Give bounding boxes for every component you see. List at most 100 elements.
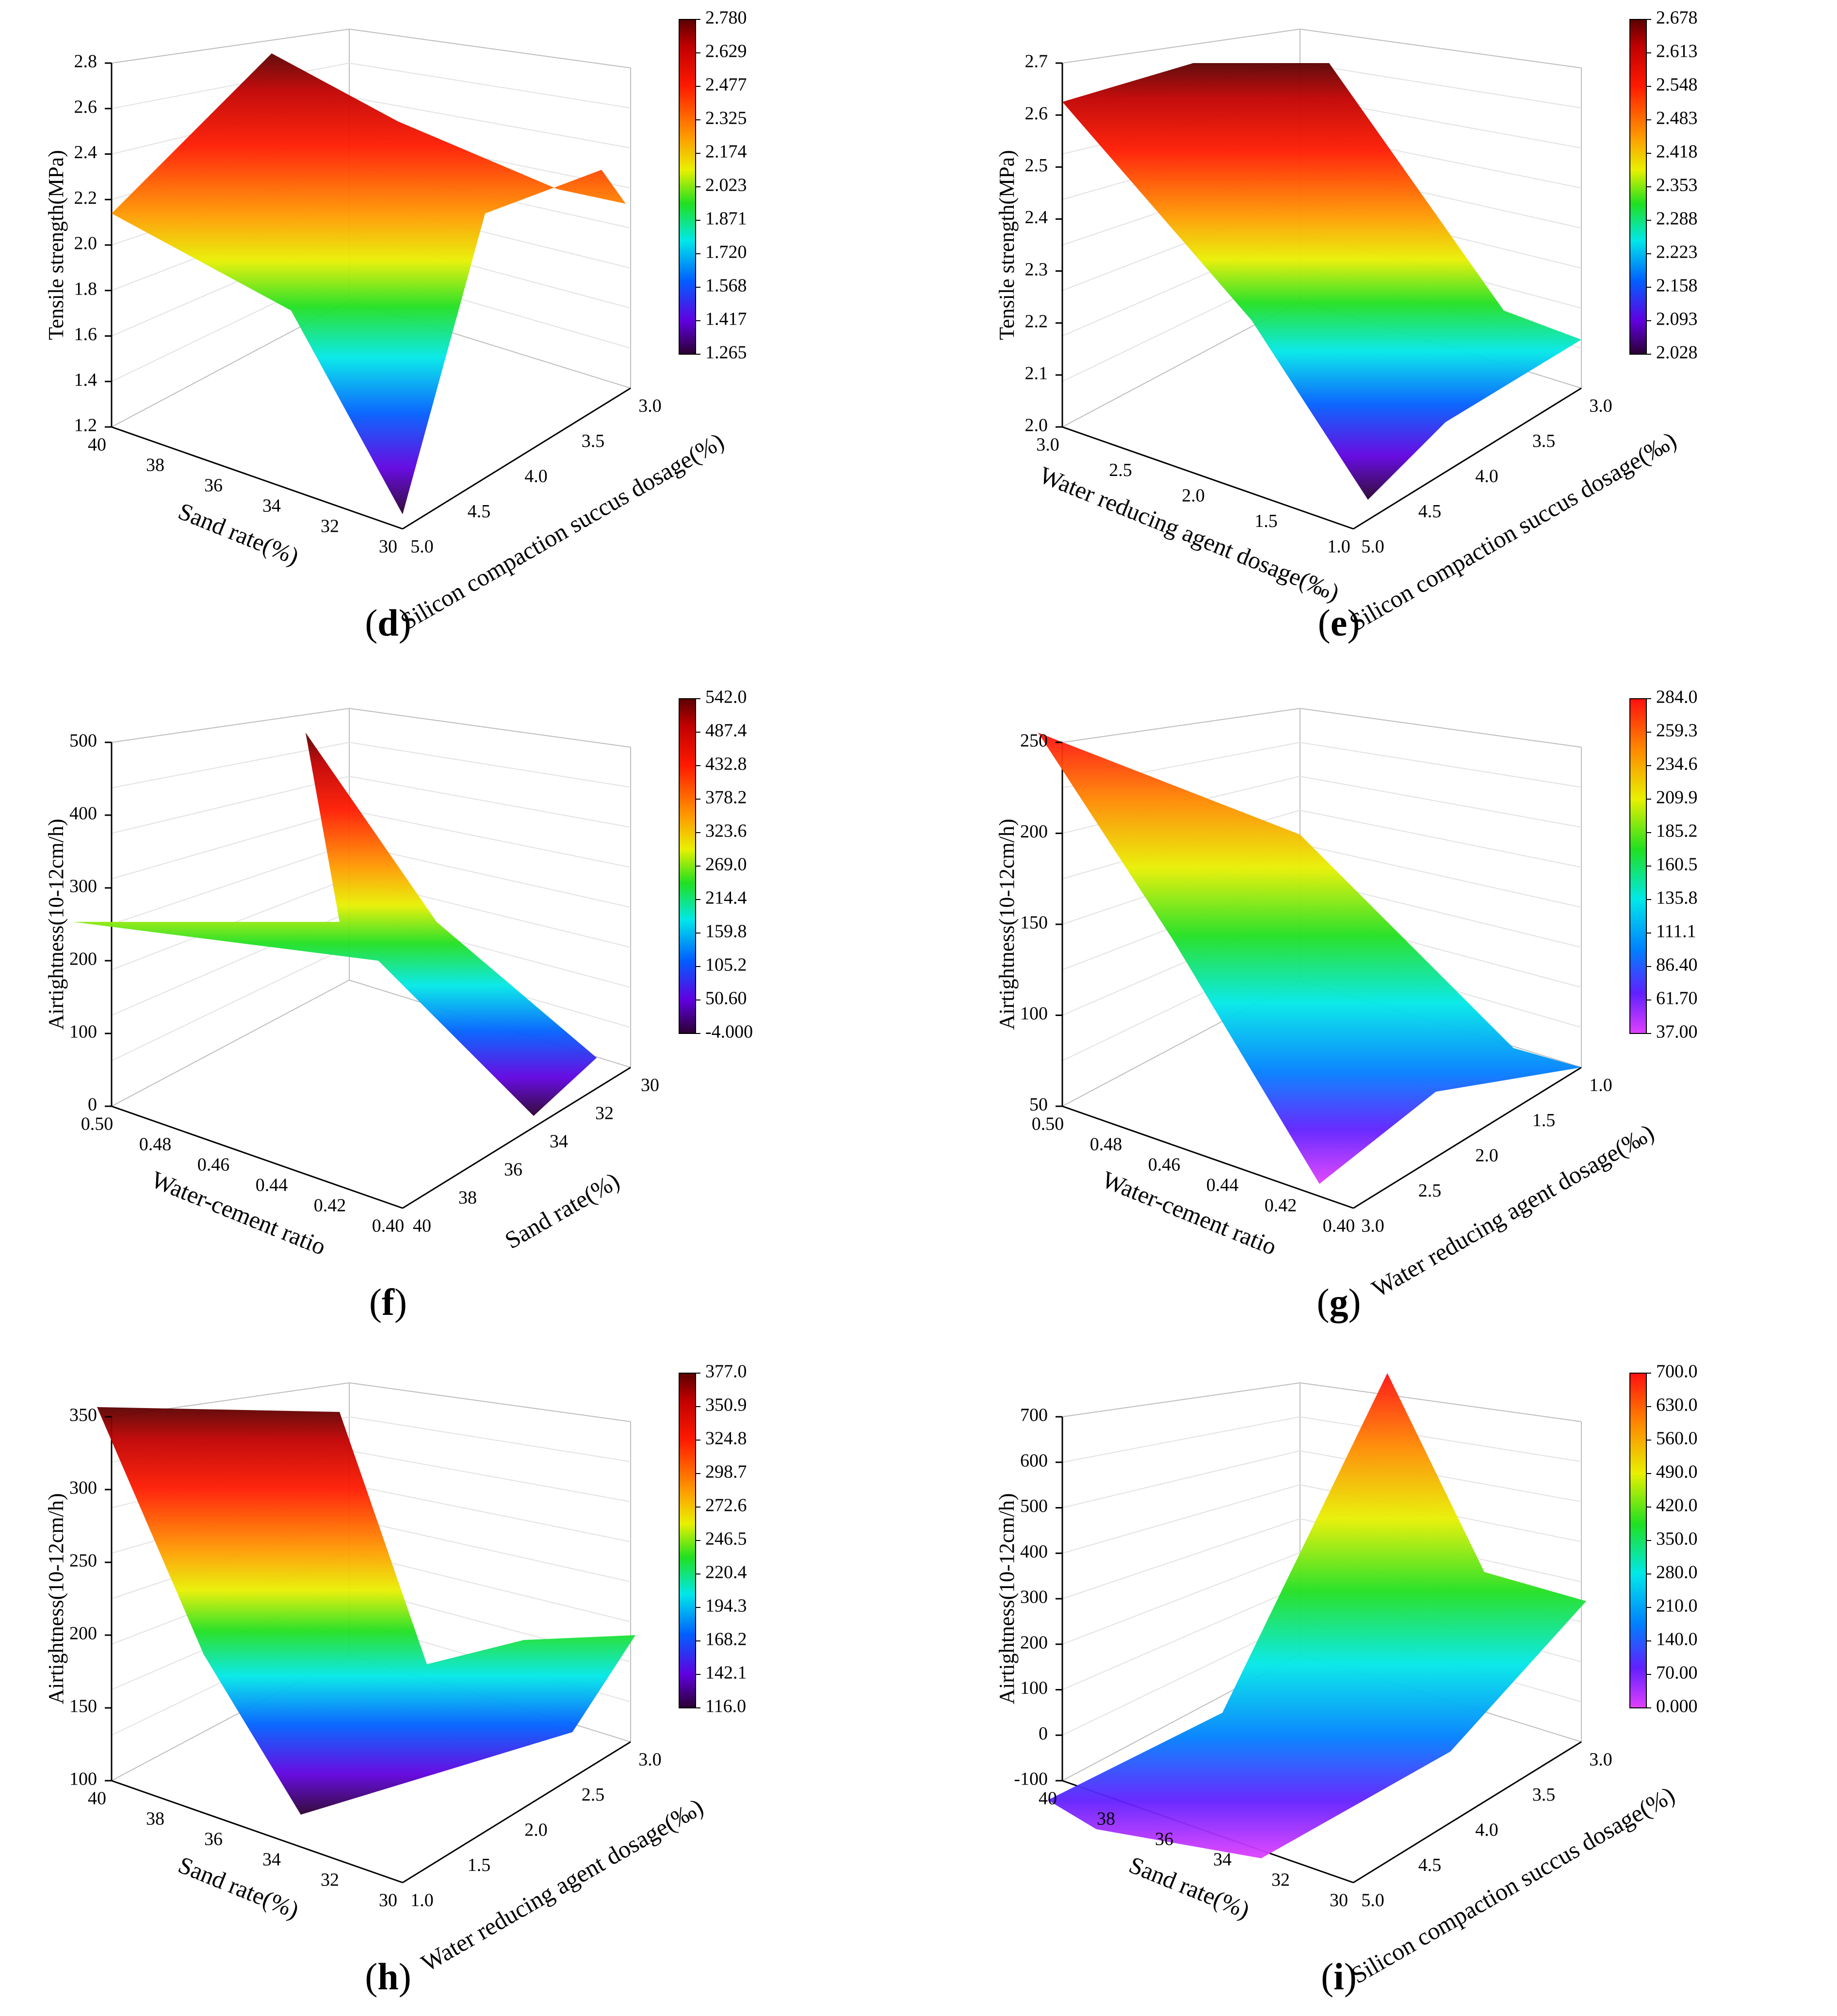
- colorbar-label: 298.7: [705, 1462, 747, 1482]
- colorbar-label: 2.158: [1656, 276, 1698, 296]
- colorbar-label: 700.0: [1656, 1361, 1698, 1382]
- z-tick-label: 1.2: [74, 415, 98, 436]
- x-tick-label: 30: [379, 537, 397, 557]
- colorbar-label: 487.4: [705, 721, 747, 741]
- x-axis-title: Water-cement ratio: [1098, 1165, 1280, 1260]
- grid-line: [111, 810, 350, 880]
- y-tick-label: 2.5: [582, 1785, 605, 1805]
- chart-panel-h: 100 150 200 250 300 350 40 38 36 34 32 30 3.0 2.5 2.0 1…: [44, 1361, 747, 1998]
- x-tick-label: 0.50: [81, 1114, 114, 1134]
- colorbar-label: 630.0: [1656, 1395, 1698, 1415]
- x-axis-line: [111, 1780, 403, 1884]
- x-axis-title: Sand rate(%): [1125, 1851, 1253, 1924]
- x-tick-label: 34: [1213, 1850, 1232, 1870]
- y-tick-label: 32: [595, 1103, 614, 1124]
- y-tick-label: 4.5: [468, 501, 491, 522]
- grid-line: [1300, 742, 1582, 788]
- y-tick-label: 5.0: [410, 537, 434, 557]
- colorbar: [679, 698, 696, 1034]
- grid-line: [349, 1484, 631, 1542]
- x-axis-title: Water reducing agent dosage(‰): [1036, 461, 1343, 606]
- grid-line: [1300, 776, 1582, 828]
- y-axis-line: [402, 1741, 631, 1884]
- colorbar-label: 1.720: [705, 242, 747, 262]
- y-tick-label: 4.0: [1475, 1820, 1498, 1840]
- colorbar-label: 168.2: [705, 1629, 747, 1650]
- axis-box-edge: [111, 708, 350, 743]
- y-tick-label: 1.0: [1589, 1075, 1612, 1096]
- colorbar-label: 160.5: [1656, 854, 1698, 875]
- y-axis-title: Silicon compaction succus dosage(%): [1347, 1781, 1679, 1989]
- z-tick-label: 2.4: [74, 142, 98, 163]
- axis-box-edge: [1062, 29, 1301, 64]
- z-tick-label: 300: [69, 876, 97, 897]
- colorbar-label: 259.3: [1656, 721, 1698, 741]
- grid-line: [111, 776, 350, 834]
- colorbar-label: 2.223: [1656, 242, 1698, 262]
- z-axis-title: Airtightness(10-12cm/h): [44, 819, 68, 1030]
- z-tick-label: 200: [69, 949, 97, 969]
- y-axis-line: [402, 1066, 631, 1209]
- colorbar-label: 2.678: [1656, 8, 1698, 28]
- z-tick-label: 200: [69, 1623, 97, 1644]
- panel-label-d: (d): [365, 602, 411, 644]
- z-tick-label: 100: [1020, 1678, 1048, 1698]
- colorbar-label: 2.174: [705, 142, 747, 162]
- colorbar-label: 2.613: [1656, 41, 1698, 62]
- colorbar-label: 234.6: [1656, 754, 1698, 774]
- y-axis-title: Water reducing agent dosage(‰): [417, 1793, 708, 1977]
- axis-box-edge: [349, 708, 631, 748]
- y-tick-label: 36: [504, 1160, 522, 1180]
- colorbar-label: 1.265: [705, 343, 747, 363]
- colorbar: [1629, 1373, 1647, 1708]
- x-tick-label: 3.0: [1036, 435, 1059, 455]
- y-axis-line: [402, 387, 631, 530]
- z-tick-label: 400: [69, 803, 97, 824]
- y-tick-label: 3.5: [1532, 1785, 1556, 1805]
- x-axis-line: [111, 426, 403, 530]
- axis-box-edge: [349, 1382, 631, 1422]
- x-tick-label: 32: [321, 1870, 339, 1890]
- z-tick-label: 0: [88, 1095, 97, 1115]
- y-tick-label: 3.0: [1361, 1216, 1384, 1236]
- axis-box-edge: [1062, 708, 1301, 743]
- colorbar-label: 420.0: [1656, 1495, 1698, 1516]
- y-tick-label: 1.5: [1532, 1110, 1556, 1131]
- colorbar-label: 1.871: [705, 209, 747, 229]
- z-tick-label: 100: [1020, 1003, 1048, 1024]
- y-tick-label: 2.0: [524, 1820, 548, 1840]
- grid-line: [1062, 1586, 1301, 1690]
- y-tick-label: 1.5: [468, 1855, 491, 1875]
- z-axis-title: Airtightness(10-12cm/h): [995, 819, 1019, 1030]
- x-axis-title: Sand rate(%): [175, 1851, 303, 1924]
- y-tick-label: 4.5: [1418, 501, 1442, 522]
- axis-box-edge: [1300, 29, 1582, 68]
- y-axis-line: [1353, 1741, 1582, 1884]
- z-axis-title: Airtightness(10-12cm/h): [995, 1493, 1019, 1704]
- x-tick-label: 0.42: [314, 1196, 346, 1216]
- z-tick-label: 1.8: [74, 279, 98, 299]
- colorbar-label: 140.0: [1656, 1629, 1698, 1650]
- x-tick-label: 0.42: [1265, 1196, 1297, 1216]
- y-tick-label: 30: [641, 1075, 659, 1096]
- y-tick-label: 38: [458, 1188, 477, 1208]
- colorbar-label: 1.568: [705, 276, 747, 296]
- colorbar-label: 159.8: [705, 921, 747, 942]
- colorbar-label: 210.0: [1656, 1596, 1698, 1616]
- response-surface: [1062, 63, 1581, 500]
- z-tick-label: 2.7: [1025, 51, 1048, 72]
- z-tick-label: 2.8: [74, 51, 98, 72]
- colorbar-label: 2.325: [705, 108, 747, 129]
- chart-panel-g: 50 100 150 200 250 0.50 0.48 0.46 0.44 0.42 0.40 1.…: [995, 687, 1697, 1323]
- colorbar-label: 70.00: [1656, 1663, 1698, 1683]
- x-axis-title: Sand rate(%): [175, 497, 303, 570]
- y-tick-label: 3.0: [1589, 396, 1612, 416]
- colorbar: [1629, 19, 1647, 355]
- panel-label-e: (e): [1318, 602, 1360, 644]
- grid-line: [1300, 844, 1582, 908]
- response-surface: [1048, 1373, 1586, 1858]
- y-axis-title: Water reducing agent dosage(‰): [1367, 1118, 1658, 1302]
- y-tick-label: 4.0: [524, 466, 548, 487]
- axis-box-edge: [1300, 1382, 1582, 1422]
- z-tick-label: -100: [1014, 1769, 1048, 1789]
